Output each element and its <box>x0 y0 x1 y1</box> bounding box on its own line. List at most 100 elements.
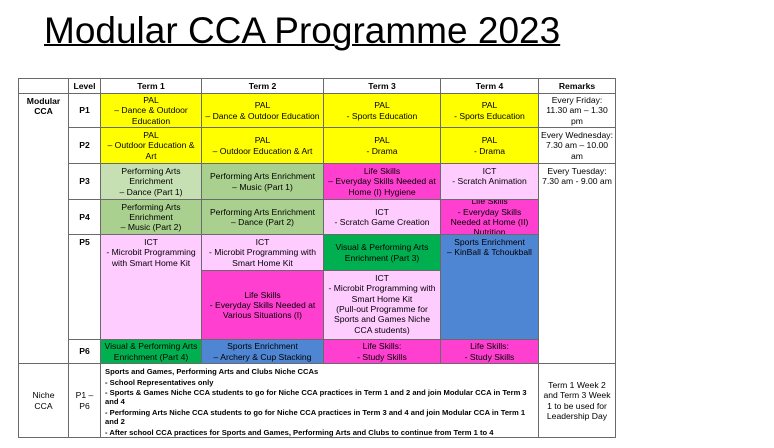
cell-text: – Music (Part 1) <box>232 181 293 192</box>
cell-text: 7.30 am - 9.00 am <box>542 176 612 187</box>
cell-text: Every Friday: <box>551 95 603 106</box>
cell-text: - Study Skills <box>357 351 407 362</box>
table-cell: Every Friday: 11.30 am – 1.30 pm <box>538 93 616 128</box>
cell-text: PAL <box>254 100 271 111</box>
column-header: Term 4 <box>440 78 539 94</box>
title: Modular CCA Programme 2023 <box>44 10 561 51</box>
table-cell: Performing Arts Enrichment – Music (Part … <box>100 199 202 235</box>
cell-text: – Dance & Outdoor Education <box>205 110 320 121</box>
cell-text: Visual & Performing Arts Enrichment (Par… <box>104 341 198 362</box>
cell-text: - Performing Arts Niche CCA students to … <box>105 407 526 427</box>
column-header: Term 2 <box>201 78 324 94</box>
table-cell: ICT - Scratch Animation <box>440 163 539 200</box>
column-header: Level <box>68 78 101 94</box>
column-header: Term 3 <box>323 78 441 94</box>
table-cell: PAL – Dance & Outdoor Education <box>100 93 202 128</box>
cell-text: PAL <box>481 100 498 111</box>
cell-text: - Scratch Animation <box>452 176 527 187</box>
cell-text: - Microbit Programming with Smart Home K… <box>209 247 316 268</box>
cell-text: ICT <box>375 206 389 217</box>
cell-text: – Outdoor Education & Art <box>107 140 195 161</box>
cell-text: P1 – P6 <box>75 390 94 411</box>
cell-text: - Sports & Games Niche CCA students to g… <box>105 388 527 407</box>
cell-text: PAL <box>374 135 390 146</box>
table-cell: Performing Arts Enrichment – Dance (Part … <box>201 199 324 235</box>
table-cell: ICT - Scratch Game Creation <box>323 199 441 235</box>
table-cell: Life Skills: - Study Skills <box>323 339 441 364</box>
cell-text: Niche <box>32 390 55 401</box>
cell-text: Term 1 Week 2 and Term 3 Week 1 to be us… <box>543 379 611 421</box>
cell-text: – Dance & Outdoor Education <box>114 105 188 126</box>
cell-text: - Study Skills <box>464 351 515 362</box>
table-cell: PAL - Sports Education <box>323 93 441 128</box>
cell-text: - Scratch Game Creation <box>334 217 430 227</box>
cell-text: P6 <box>79 346 90 357</box>
cell-text: CCA <box>34 106 53 117</box>
table-cell: Sports Enrichment – KinBall & Tchoukball <box>440 234 539 340</box>
table-cell: Sports Enrichment – Archery & Cup Stackin… <box>201 339 324 364</box>
cell-text: Sports Enrichment <box>227 341 298 352</box>
table-cell: PAL – Outdoor Education & Art <box>100 127 202 164</box>
cell-text: - Drama <box>473 145 506 156</box>
cell-text: ICT <box>482 166 497 176</box>
table-cell: P4 <box>68 199 101 235</box>
cell-text: Modular <box>26 96 61 106</box>
cell-text: Life Skills <box>471 199 508 207</box>
table-cell: P1 <box>68 93 101 128</box>
cell-text: - Sports Education <box>454 110 525 121</box>
cell-text: - Everyday Skills Needed at Various Situ… <box>209 299 316 321</box>
cell-text: Performing Arts Enrichment <box>121 201 181 222</box>
cell-text: 11.30 am – 1.30 pm <box>546 105 608 126</box>
cell-text: Performing Arts Enrichment <box>121 166 181 187</box>
cell-text: P3 <box>79 176 90 187</box>
cell-text: ICT <box>255 237 270 248</box>
table-cell: P3 <box>68 163 101 200</box>
cell-text: Life Skills: <box>362 341 402 352</box>
table-cell: ICT - Microbit Programming with Smart Hom… <box>100 234 202 340</box>
cell-text: CCA <box>34 400 53 411</box>
table-cell: ICT - Microbit Programming with Smart Hom… <box>201 234 324 271</box>
cell-text: PAL <box>374 100 390 111</box>
cell-text: – Everyday Skills Needed at Home (I) Hyg… <box>328 176 436 197</box>
cell-text: 7.30 am – 10.00 am <box>545 140 609 161</box>
cell-text: ICT <box>144 237 158 247</box>
table-cell: ICT - Microbit Programming with Smart Hom… <box>323 270 441 340</box>
table-cell: Term 1 Week 2 and Term 3 Week 1 to be us… <box>538 363 616 438</box>
table-cell: Every Wednesday: 7.30 am – 10.00 am <box>538 127 616 164</box>
table-cell: Sports and Games, Performing Arts and Cl… <box>100 363 539 438</box>
column-header: Term 1 <box>100 78 202 94</box>
cell-text: - Sports Education <box>346 110 418 121</box>
cell-text: Every Wednesday: <box>541 130 613 141</box>
cell-text: - Everyday Skills Needed at Home (II) Nu… <box>450 206 529 235</box>
table-cell: Visual & Performing Arts Enrichment (Par… <box>100 339 202 364</box>
table-cell: P6 <box>68 339 101 364</box>
table-cell: PAL - Drama <box>440 127 539 164</box>
column-header: Remarks <box>538 78 616 94</box>
cell-text: - Microbit Programming with Smart Home K… <box>328 283 436 304</box>
cell-text: Life Skills <box>244 289 281 300</box>
table-cell: Performing Arts Enrichment – Dance (Part … <box>100 163 202 200</box>
cell-text: Sports Enrichment <box>454 237 525 247</box>
cell-text: Life Skills: <box>470 341 509 352</box>
cell-text: P1 <box>79 105 90 116</box>
table-cell: P2 <box>68 127 101 164</box>
cell-text: PAL <box>481 135 498 146</box>
cell-text: PAL <box>143 95 159 106</box>
cell-text: (Pull-out Programme for Sports and Games… <box>333 303 430 335</box>
table-cell: Life Skills - Everyday Skills Needed at V… <box>201 270 324 340</box>
cell-text: Every Tuesday: <box>547 166 607 176</box>
cell-text: - Microbit Programming with Smart Home K… <box>106 247 196 268</box>
table-cell: Modular CCA <box>18 93 69 364</box>
table-cell: Performing Arts Enrichment – Music (Part … <box>201 163 324 200</box>
cell-text: Life Skills <box>363 166 401 177</box>
table-cell: PAL - Drama <box>323 127 441 164</box>
cell-text: - After school CCA practices for Sports … <box>105 427 494 437</box>
cell-text: P4 <box>79 211 90 222</box>
header-cell <box>18 78 69 94</box>
cell-text: PAL <box>254 135 271 146</box>
cell-text: – Dance (Part 1) <box>119 186 183 197</box>
cell-text: – Outdoor Education & Art <box>212 145 313 156</box>
cell-text: P2 <box>79 140 90 151</box>
cell-text: – Music (Part 2) <box>120 222 182 233</box>
